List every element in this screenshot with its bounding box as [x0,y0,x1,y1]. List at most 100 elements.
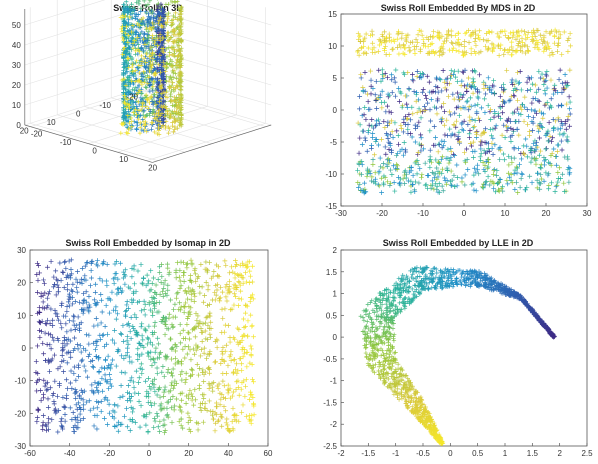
data-point [548,77,554,83]
data-point [497,157,503,162]
data-point [467,95,473,101]
data-point [360,88,366,94]
data-point [539,71,545,77]
data-point [545,138,551,144]
data-point [507,47,512,53]
data-point [539,110,544,116]
data-point [122,100,127,106]
data-point [359,142,365,147]
data-point [132,16,138,21]
data-point [559,90,565,95]
data-point [132,38,137,43]
data-point [400,129,406,135]
data-point [137,25,143,31]
data-point [159,27,165,32]
data-point [146,106,151,111]
data-point [170,123,175,129]
data-point [471,172,477,178]
data-point [542,91,548,97]
data-point [407,48,412,54]
grid-line [30,123,158,161]
tick-label: 10 [12,101,21,110]
data-point [124,24,129,29]
data-point [517,162,522,167]
data-point [389,46,395,52]
data-point [481,81,487,87]
data-point [405,126,411,132]
data-point [542,102,548,108]
data-point [536,128,541,134]
data-point [150,36,156,41]
data-point [472,102,478,108]
data-point [136,12,141,17]
data-point [424,73,430,79]
data-point [385,156,391,162]
data-point [427,107,433,113]
data-point [466,40,472,46]
data-point [483,91,489,97]
data-point [552,88,558,94]
data-point [143,38,149,44]
data-point [155,86,160,91]
tick-label: 20 [20,126,29,135]
data-point [142,36,147,41]
data-point [562,154,568,160]
data-point [489,89,494,95]
data-point [376,183,382,189]
tick-label: 0 [22,344,27,353]
data-point [142,56,147,61]
data-point [567,99,573,105]
data-point [132,91,138,96]
data-point [159,125,164,130]
data-point [128,98,133,103]
data-point [168,112,173,117]
data-point [137,125,143,130]
data-point [370,49,375,55]
tick-label: -20 [104,449,116,458]
data-point [160,120,165,125]
data-point [497,46,503,52]
data-point [511,32,517,38]
data-point [412,47,418,53]
data-point [142,0,147,4]
data-point [433,84,439,89]
data-point [126,102,132,108]
data-point [408,168,414,174]
data-point [457,97,463,102]
data-point [147,6,152,12]
data-point [513,29,519,35]
data-point [365,171,371,177]
data-point [133,107,138,112]
data-point [434,183,440,189]
data-point [386,109,392,115]
data-point [173,119,178,124]
data-point [156,122,161,127]
data-point [154,28,159,34]
data-point [413,159,419,164]
data-point [126,126,132,132]
data-point [497,93,503,99]
data-point [527,76,532,82]
data-point [433,157,439,163]
data-point [444,168,450,174]
data-point [430,89,436,94]
data-point [456,41,462,47]
data-point [493,189,499,195]
data-point [428,34,433,39]
data-point [361,128,367,134]
data-point [384,157,390,163]
data-point [548,153,554,159]
data-point [177,59,183,64]
data-point [398,44,404,50]
data-point [126,20,131,26]
data-point [528,147,534,153]
data-point [556,35,562,41]
data-point [133,68,138,73]
data-point [448,149,454,155]
data-point [448,182,454,188]
data-point [121,37,126,43]
data-point [370,40,376,46]
data-point [462,182,468,188]
data-point [172,127,177,132]
data-point [123,51,128,57]
